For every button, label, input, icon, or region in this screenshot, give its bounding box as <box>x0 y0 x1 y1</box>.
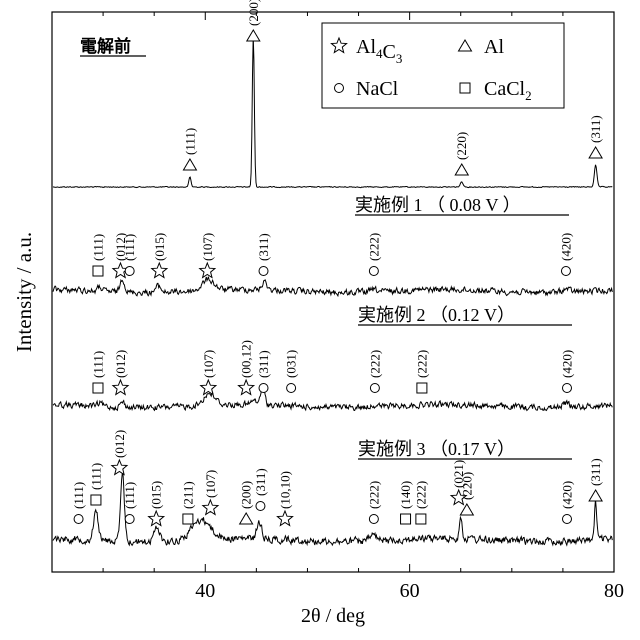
peak-label: (311) <box>256 233 271 261</box>
peak-marker-star <box>152 263 167 278</box>
peak-label: (311) <box>588 115 603 143</box>
peak-label: (311) <box>588 458 603 486</box>
peak-label: (420) <box>560 350 575 378</box>
peak-marker-square <box>416 514 426 524</box>
peak-marker-circle <box>74 515 83 524</box>
peak-label: (222) <box>414 350 429 378</box>
x-axis-label: 2θ / deg <box>301 605 365 627</box>
peak-label: (015) <box>152 233 167 261</box>
legend-entry-label: Al <box>484 36 504 58</box>
peak-label: (10,10) <box>278 471 293 509</box>
peak-marker-square <box>401 514 411 524</box>
peak-marker-square <box>93 383 103 393</box>
peak-marker-star <box>201 380 216 395</box>
peak-label: (220) <box>454 132 469 160</box>
peak-label: (111) <box>122 482 137 509</box>
peak-marker-circle <box>562 384 571 393</box>
peak-marker-star <box>149 511 164 526</box>
peak-marker-triangle <box>455 164 468 175</box>
peak-label: (111) <box>91 351 106 378</box>
peak-label: (222) <box>367 350 382 378</box>
peak-label: (200) <box>239 481 254 509</box>
peak-marker-square <box>91 495 101 505</box>
peak-marker-square <box>417 383 427 393</box>
peak-label: (031) <box>284 350 299 378</box>
x-tick-label: 80 <box>604 580 624 602</box>
peak-marker-star <box>200 263 215 278</box>
peak-marker-circle <box>561 267 570 276</box>
y-axis-label: Intensity / a.u. <box>12 232 36 352</box>
peak-marker-square <box>183 514 193 524</box>
series-label-3: 実施例 2 （0.12 V） <box>358 305 515 325</box>
peak-marker-circle <box>562 515 571 524</box>
peak-label: (220) <box>459 472 474 500</box>
legend-marker-square <box>460 83 470 93</box>
peak-marker-circle <box>259 267 268 276</box>
trace-2 <box>53 277 612 296</box>
peak-marker-square <box>93 266 103 276</box>
legend-entry-label: NaCl <box>356 78 399 100</box>
peak-label: (311) <box>256 350 271 378</box>
peak-marker-triangle <box>240 513 253 524</box>
peak-label: (015) <box>149 481 164 509</box>
peak-marker-circle <box>287 384 296 393</box>
peak-marker-circle <box>259 384 268 393</box>
peak-label: (107) <box>200 233 215 261</box>
peak-marker-triangle <box>183 159 196 170</box>
peak-label: (111) <box>71 482 86 509</box>
peak-marker-circle <box>125 515 134 524</box>
peak-marker-star <box>112 460 127 475</box>
peak-label: (012) <box>112 430 127 458</box>
peak-label: (00,12) <box>239 340 254 378</box>
legend-entry-label: CaCl2 <box>484 78 532 103</box>
peak-label: (200) <box>246 0 261 26</box>
peak-marker-triangle <box>247 30 260 41</box>
peak-label: (222) <box>366 233 381 261</box>
series-label-2: 実施例 1 （ 0.08 V ） <box>355 195 521 215</box>
series-label-4: 実施例 3 （0.17 V） <box>358 439 515 459</box>
legend-marker-circle <box>335 84 344 93</box>
peak-marker-circle <box>369 267 378 276</box>
peak-label: (420) <box>560 481 575 509</box>
trace-3 <box>53 388 612 411</box>
peak-marker-circle <box>369 515 378 524</box>
peak-label: (140) <box>398 481 413 509</box>
x-tick-label: 60 <box>400 580 420 602</box>
peak-label: (111) <box>122 234 137 261</box>
peak-marker-triangle <box>589 147 602 158</box>
traces-layer <box>53 36 612 546</box>
peak-label: (420) <box>559 233 574 261</box>
peak-marker-circle <box>370 384 379 393</box>
peak-marker-star <box>113 380 128 395</box>
peak-label: (107) <box>201 350 216 378</box>
peak-marker-circle <box>256 502 265 511</box>
peak-label: (107) <box>203 470 218 498</box>
peak-marker-star <box>277 511 292 526</box>
peak-label: (211) <box>180 481 195 509</box>
peak-marker-star <box>203 500 218 515</box>
peak-label: (111) <box>91 234 106 261</box>
peak-label: (311) <box>253 468 268 496</box>
peak-marker-triangle <box>460 504 473 515</box>
peak-label: (222) <box>366 481 381 509</box>
peak-marker-circle <box>125 267 134 276</box>
peak-label: (222) <box>413 481 428 509</box>
peak-label: (111) <box>88 463 103 490</box>
series-label-1: 電解前 <box>80 36 131 56</box>
legend: Al4C3AlNaClCaCl2 <box>322 23 564 108</box>
peak-marker-triangle <box>589 490 602 501</box>
peak-label: (012) <box>113 350 128 378</box>
peak-label: (111) <box>182 128 197 155</box>
peak-marker-star <box>239 380 254 395</box>
x-tick-label: 40 <box>195 580 215 602</box>
